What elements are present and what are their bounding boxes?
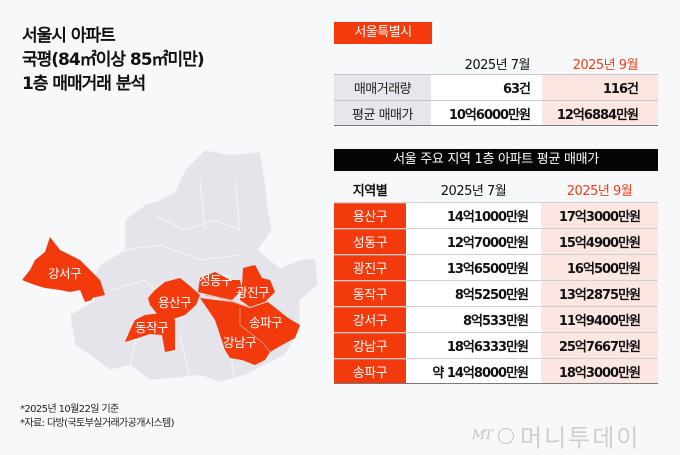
summary-header-row: 2025년 7월 2025년 9월 bbox=[334, 52, 658, 74]
logo-circle-icon bbox=[497, 427, 514, 444]
headline-line-2: 국평(84㎡이상 85㎡미만) bbox=[22, 50, 205, 70]
table-row: 강남구 18억6333만원 25억7667만원 bbox=[334, 332, 658, 358]
price-sep: 11억9400만원 bbox=[541, 307, 658, 332]
map-label-gangnam: 강남구 bbox=[223, 335, 257, 350]
table-row: 용산구 14억1000만원 17억3000만원 bbox=[334, 202, 658, 228]
price-jul: 13억6500만원 bbox=[406, 255, 541, 280]
value-sep: 12억6884만원 bbox=[542, 101, 658, 125]
footnote-source: *자료: 다방(국토부실거래가공개시스템) bbox=[20, 418, 175, 429]
headline-line-1: 서울시 아파트 bbox=[22, 26, 116, 46]
map-label-dongjak: 동작구 bbox=[135, 320, 169, 335]
seoul-district-map: 강서구 용산구 동작구 성동구 광진구 송파구 강남구 bbox=[0, 120, 330, 390]
summary-row-volume: 매매거래량 63건 116건 bbox=[334, 74, 658, 100]
table-row: 광진구 13억6500만원 16억500만원 bbox=[334, 254, 658, 280]
table-row: 송파구 약 14억8000만원 18억3000만원 bbox=[334, 358, 658, 384]
price-jul: 약 14억8000만원 bbox=[406, 359, 541, 383]
row-label: 평균 매매가 bbox=[334, 101, 431, 125]
district-name: 강서구 bbox=[334, 306, 406, 332]
header-sep: 2025년 9월 bbox=[566, 183, 633, 199]
moneytoday-logo: MT 머니투데이 bbox=[472, 418, 640, 453]
seoul-map-graphic bbox=[22, 149, 319, 383]
footnote-date: *2025년 10월22일 기준 bbox=[20, 404, 119, 415]
headline: 서울시 아파트 국평(84㎡이상 85㎡미만) 1층 매매거래 분석 bbox=[22, 24, 205, 96]
district-price-table: 지역별 2025년 7월 2025년 9월 용산구 14억1000만원 17억3… bbox=[334, 176, 658, 384]
gangnam-songpa-district-shape bbox=[200, 298, 300, 365]
gwangjin-district-shape bbox=[240, 265, 275, 307]
value-sep: 116건 bbox=[542, 75, 658, 100]
logo-name-text: 머니투데이 bbox=[519, 424, 641, 452]
yongsan-district-shape bbox=[148, 278, 200, 320]
dongjak-district-shape bbox=[125, 312, 175, 352]
map-label-songpa: 송파구 bbox=[249, 315, 283, 330]
district-header-row: 지역별 2025년 7월 2025년 9월 bbox=[334, 176, 658, 202]
district-table-title: 서울 주요 지역 1층 아파트 평균 매매가 bbox=[334, 149, 658, 171]
seoul-base-shape bbox=[69, 149, 319, 383]
summary-row-avg-price: 평균 매매가 10억6000만원 12억6884만원 bbox=[334, 100, 658, 126]
table-row: 성동구 12억7000만원 15억4900만원 bbox=[334, 228, 658, 254]
seoul-badge: 서울특별시 bbox=[334, 22, 432, 44]
district-name: 성동구 bbox=[334, 228, 406, 254]
logo-mt-text: MT bbox=[472, 428, 493, 443]
summary-header-jul: 2025년 7월 bbox=[464, 57, 531, 73]
header-jul: 2025년 7월 bbox=[440, 183, 507, 199]
seongdong-district-shape bbox=[198, 272, 242, 300]
price-sep: 25억7667만원 bbox=[541, 333, 658, 358]
seoul-summary-table: 2025년 7월 2025년 9월 매매거래량 63건 116건 평균 매매가 … bbox=[334, 52, 658, 126]
footnotes: *2025년 10월22일 기준 *자료: 다방(국토부실거래가공개시스템) bbox=[20, 403, 175, 431]
map-label-gangseo: 강서구 bbox=[48, 266, 82, 281]
district-name: 동작구 bbox=[334, 280, 406, 306]
row-label: 매매거래량 bbox=[334, 75, 431, 100]
price-jul: 8억5250만원 bbox=[406, 281, 541, 306]
district-name: 송파구 bbox=[334, 358, 406, 383]
header-district: 지역별 bbox=[352, 183, 388, 199]
value-jul: 10억6000만원 bbox=[431, 101, 542, 125]
price-jul: 14억1000만원 bbox=[406, 203, 541, 228]
price-jul: 18억6333만원 bbox=[406, 333, 541, 358]
price-sep: 17억3000만원 bbox=[541, 203, 658, 228]
price-jul: 12억7000만원 bbox=[406, 229, 541, 254]
table-row: 강서구 8억533만원 11억9400만원 bbox=[334, 306, 658, 332]
price-sep: 13억2875만원 bbox=[541, 281, 658, 306]
price-jul: 8억533만원 bbox=[406, 307, 541, 332]
summary-header-sep: 2025년 9월 bbox=[572, 57, 639, 73]
table-row: 동작구 8억5250만원 13억2875만원 bbox=[334, 280, 658, 306]
headline-line-3: 1층 매매거래 분석 bbox=[22, 74, 146, 94]
value-jul: 63건 bbox=[431, 75, 542, 100]
district-name: 용산구 bbox=[334, 202, 406, 228]
price-sep: 18억3000만원 bbox=[541, 359, 658, 383]
gangseo-district-shape bbox=[22, 237, 105, 302]
map-label-yongsan: 용산구 bbox=[158, 295, 192, 310]
district-name: 강남구 bbox=[334, 332, 406, 358]
map-label-gwangjin: 광진구 bbox=[236, 285, 270, 300]
price-sep: 16억500만원 bbox=[541, 255, 658, 280]
district-name: 광진구 bbox=[334, 254, 406, 280]
map-label-seongdong: 성동구 bbox=[199, 273, 233, 288]
price-sep: 15억4900만원 bbox=[541, 229, 658, 254]
